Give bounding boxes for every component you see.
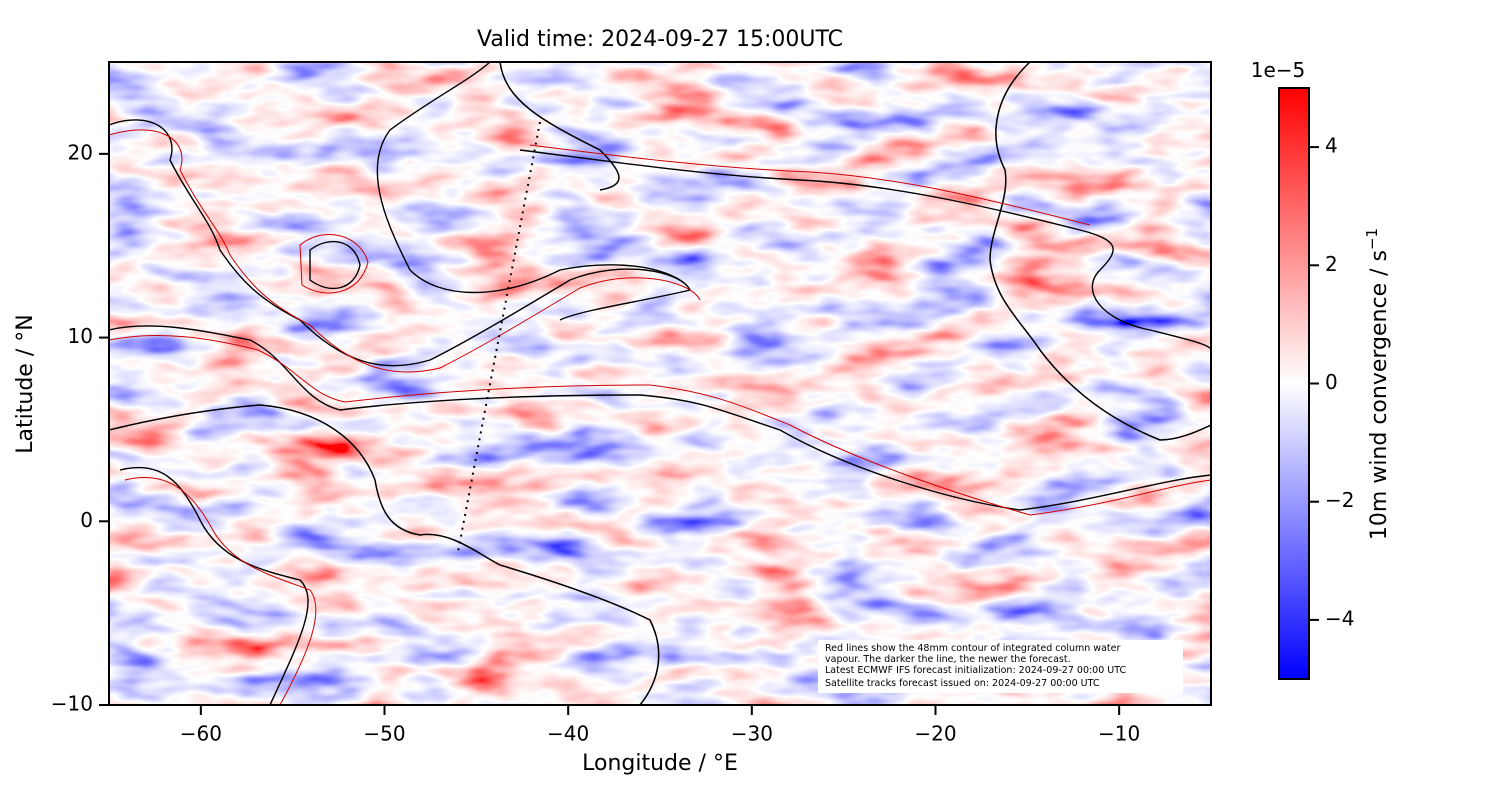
y-tick-label: −10 [51, 692, 93, 716]
colorbar-tick-label: 4 [1325, 134, 1338, 158]
annotation-bg [818, 640, 1183, 693]
axes-frame [108, 61, 1212, 706]
y-tick-label: 0 [80, 508, 93, 532]
x-tick-label: −30 [731, 722, 773, 746]
colorbar-scale: 1e−5 [1251, 58, 1306, 82]
title: Valid time: 2024-09-27 15:00UTC [477, 27, 843, 52]
x-tick-label: −40 [547, 722, 589, 746]
annotation-line: Red lines show the 48mm contour of integ… [825, 643, 1120, 654]
x-tick-label: −50 [363, 722, 405, 746]
annotation-line: Latest ECMWF IFS forecast initialization… [825, 665, 1126, 676]
x-tick-label: −60 [180, 722, 222, 746]
y-tick-label: 10 [68, 324, 93, 348]
x-tick-label: −20 [914, 722, 956, 746]
colorbar-tick-label: −4 [1325, 606, 1354, 630]
annotation-line: vapour. The darker the line, the newer t… [825, 654, 1071, 665]
annotation-box: Red lines show the 48mm contour of integ… [818, 640, 1183, 693]
convergence-field [109, 62, 1211, 705]
coastlines [109, 62, 1211, 705]
colorbar-label: 10m wind convergence / s−1 [1363, 228, 1392, 540]
colorbar [1278, 87, 1310, 680]
colorbar-label-exponent: −1 [1363, 228, 1381, 250]
colorbar-tick-label: 0 [1325, 370, 1338, 394]
colorbar-label-text: 10m wind convergence / s [1367, 250, 1392, 540]
y-tick-label: 20 [68, 140, 93, 164]
satellite-track [457, 121, 541, 553]
y-axis-label: Latitude / °N [13, 314, 38, 453]
colorbar-tick-label: −2 [1325, 488, 1354, 512]
map-field [109, 62, 1211, 705]
x-axis-label: Longitude / °E [582, 751, 738, 776]
x-tick-label: −10 [1098, 722, 1140, 746]
colorbar-tick-label: 2 [1325, 252, 1338, 276]
contours [109, 62, 1211, 705]
annotation-line: Satellite tracks forecast issued on: 202… [825, 678, 1100, 689]
